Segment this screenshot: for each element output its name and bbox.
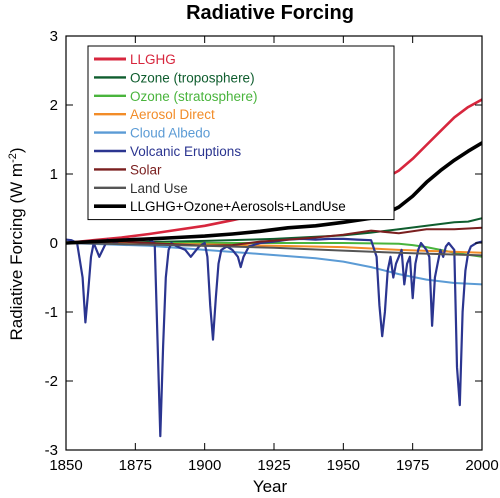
legend-label-5: Volcanic Eruptions (130, 144, 241, 159)
x-tick-label: 1950 (327, 457, 360, 474)
legend-label-0: LLGHG (130, 52, 176, 67)
y-tick-label: -2 (45, 373, 58, 390)
legend-label-2: Ozone (stratosphere) (130, 89, 258, 104)
x-tick-label: 1975 (396, 457, 429, 474)
legend: LLGHG Ozone (troposphere) Ozone (stratosph… (87, 45, 395, 221)
legend-label-8: LLGHG+Ozone+Aerosols+LandUse (130, 199, 346, 214)
y-axis-label-superscript: -2 (7, 153, 19, 163)
x-tick-label: 1925 (257, 457, 290, 474)
series-line-7 (66, 242, 482, 257)
y-tick-label: 3 (50, 28, 58, 45)
y-axis-label: Radiative Forcing (W m-2) (7, 147, 26, 340)
y-axis-label-main: Radiative Forcing (W m (7, 163, 26, 341)
x-tick-label: 1850 (49, 457, 82, 474)
series-line-5 (66, 237, 482, 438)
series-group (66, 98, 482, 438)
y-tick-label: 1 (50, 166, 58, 183)
legend-label-3: Aerosol Direct (130, 107, 215, 122)
y-tick-label: -3 (45, 442, 58, 459)
x-tick-label: 1900 (188, 457, 221, 474)
series-line-8 (66, 141, 482, 245)
x-axis-label: Year (253, 477, 288, 496)
chart-title: Radiative Forcing (186, 2, 354, 24)
y-tick-label: 2 (50, 97, 58, 114)
axes: 1850 1875 1900 1925 1950 1975 2000 -3 -2 -1 0 1 2 3 (45, 28, 499, 474)
legend-label-4: Cloud Albedo (130, 126, 210, 141)
x-tick-label: 1875 (119, 457, 152, 474)
y-tick-label: 0 (50, 235, 58, 252)
series-line-1 (66, 217, 482, 244)
y-tick-label: -1 (45, 304, 58, 321)
legend-label-1: Ozone (troposphere) (130, 70, 255, 85)
legend-label-7: Land Use (130, 181, 188, 196)
y-axis-label-close: ) (7, 147, 26, 153)
legend-box (87, 45, 395, 221)
x-tick-label: 2000 (465, 457, 498, 474)
legend-label-6: Solar (130, 162, 162, 177)
plot-area (66, 98, 482, 438)
